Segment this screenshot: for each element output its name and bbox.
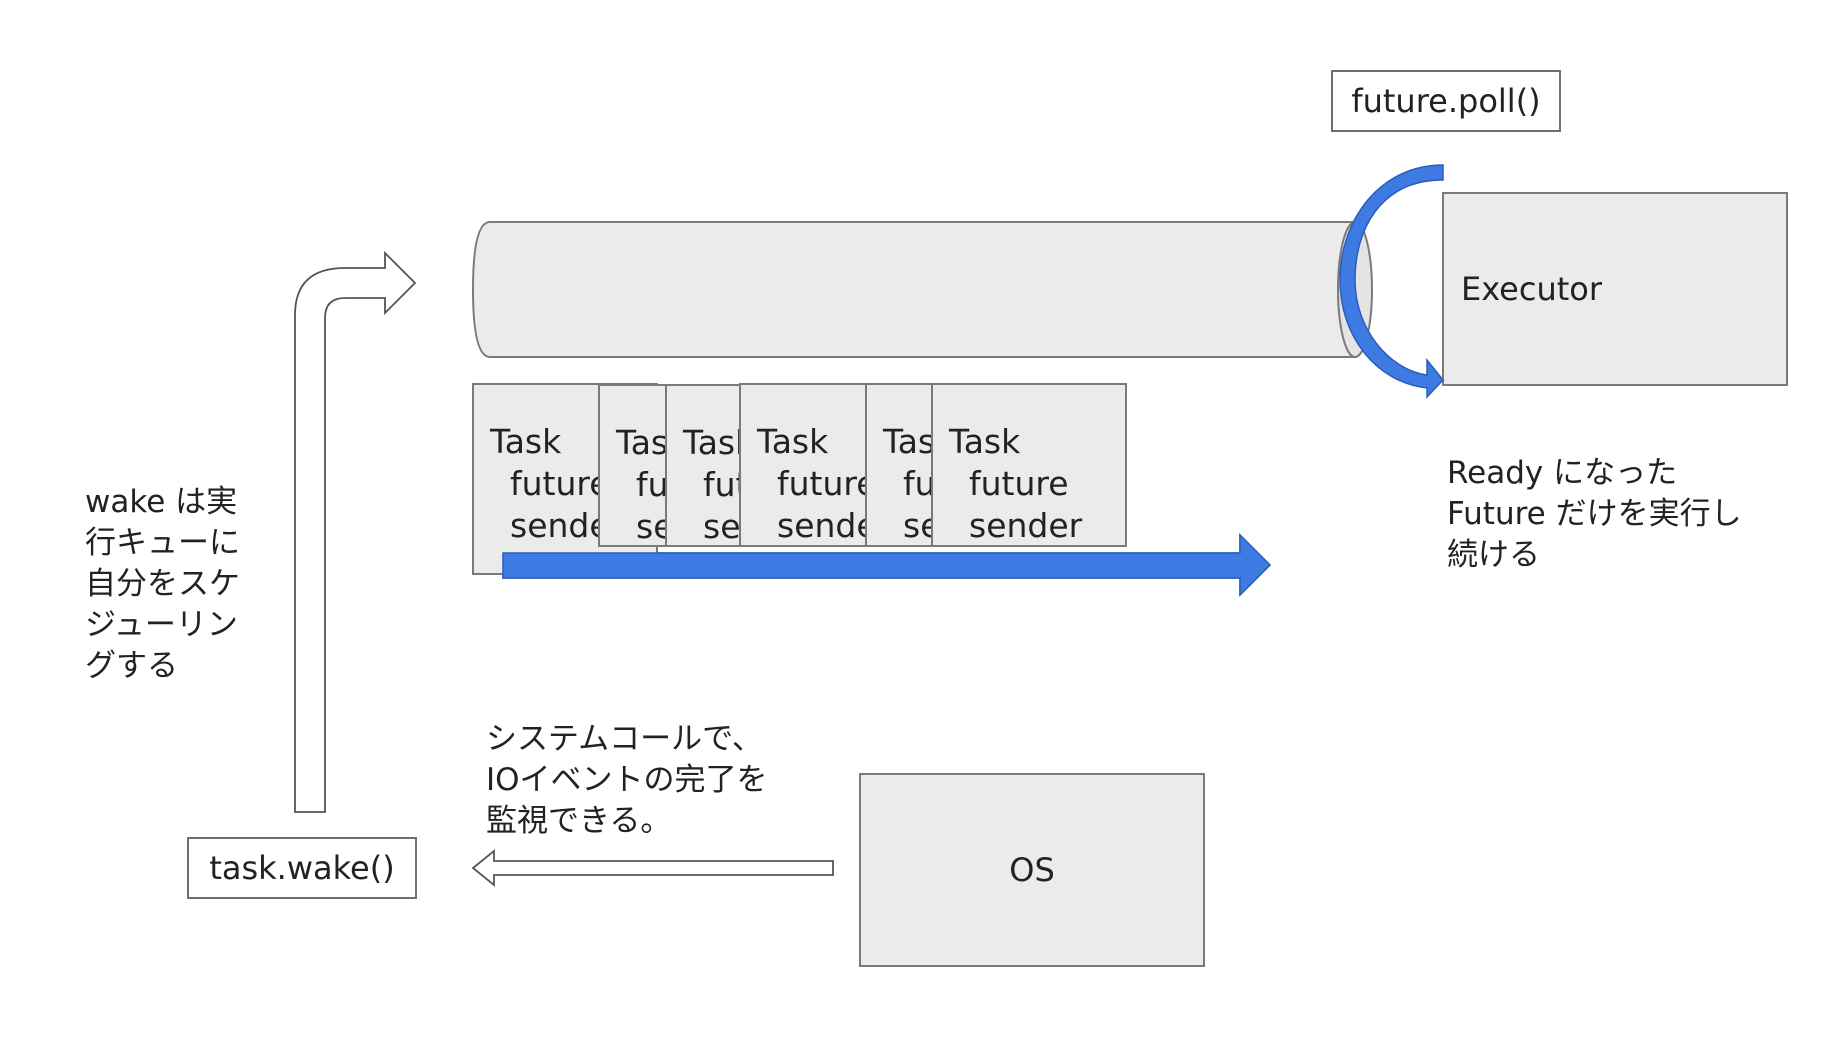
executor-label: Executor <box>1443 193 1643 385</box>
future-poll-text: future.poll() <box>1351 82 1541 120</box>
task-field-future: future <box>777 464 877 503</box>
task-field-future: future <box>510 464 610 503</box>
future-poll-label: future.poll() <box>1331 70 1561 132</box>
syscall-description: システムコールで、 IOイベントの完了を 監視できる。 <box>486 721 768 839</box>
task-title: Task <box>490 422 562 461</box>
os-box <box>859 773 1205 967</box>
task-field-future: future <box>969 464 1069 503</box>
os-label: OS <box>860 774 1204 966</box>
wake-description: wake は実 行キューに 自分をスケ ジューリン グする <box>85 484 240 684</box>
ready-description: Ready になった Future だけを実行し 続ける <box>1447 455 1742 573</box>
wake-schedule-arrow <box>294 250 417 813</box>
task-title: Task <box>757 422 829 461</box>
executor-box <box>1442 192 1788 386</box>
task-field-sender: sender <box>969 506 1083 545</box>
poll-curved-arrow <box>1339 164 1444 399</box>
task-title: Task <box>949 422 1021 461</box>
task-card: Task future sender <box>931 383 1127 547</box>
task-wake-label: task.wake() <box>187 837 417 899</box>
os-text: OS <box>1009 851 1055 889</box>
executor-text: Executor <box>1461 270 1603 308</box>
task-wake-text: task.wake() <box>209 849 395 887</box>
os-notify-arrow <box>471 849 834 887</box>
